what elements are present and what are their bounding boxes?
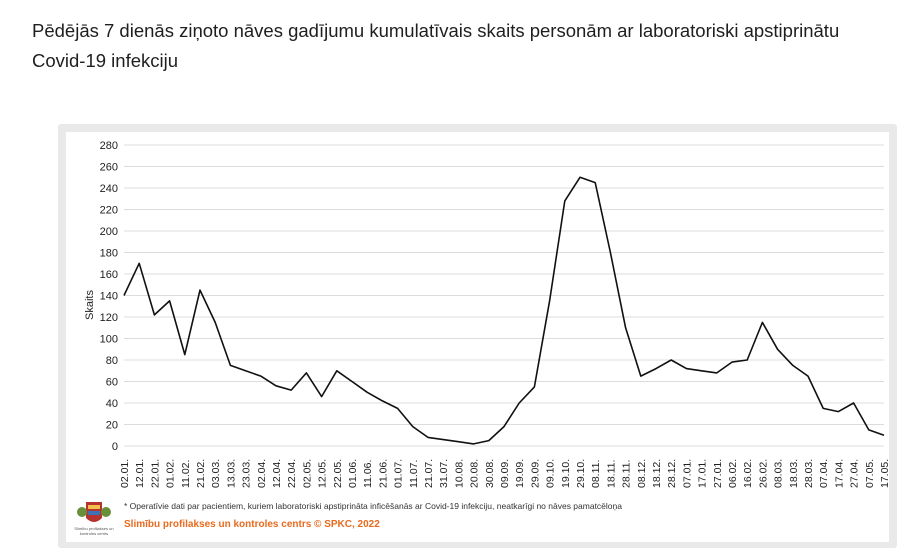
- page-title: Pēdējās 7 dienās ziņoto nāves gadījumu k…: [32, 20, 840, 71]
- y-tick-label: 200: [100, 226, 118, 238]
- x-tick-label: 28.03.: [803, 459, 815, 488]
- y-axis-label: Skaits: [84, 290, 96, 320]
- x-tick-label: 01.07.: [393, 459, 405, 488]
- y-tick-label: 180: [100, 248, 118, 260]
- y-tick-label: 20: [106, 420, 118, 432]
- x-tick-label: 09.09.: [499, 459, 511, 488]
- x-tick-label: 22.01.: [149, 459, 161, 488]
- x-tick-label: 06.02.: [727, 459, 739, 488]
- x-tick-label: 17.04.: [833, 459, 845, 488]
- x-tick-label: 07.01.: [681, 459, 693, 488]
- x-tick-label: 02.01.: [119, 459, 131, 488]
- x-tick-label: 31.07.: [438, 459, 450, 488]
- x-tick-label: 11.07.: [408, 460, 420, 488]
- x-tick-label: 27.04.: [849, 459, 861, 488]
- x-tick-label: 08.03.: [773, 459, 785, 488]
- x-tick-label: 02.05.: [301, 459, 313, 488]
- x-tick-label: 23.03.: [241, 459, 253, 488]
- x-tick-label: 12.05.: [317, 459, 329, 488]
- organization-credit: Slimību profilakses un kontroles centrs …: [124, 519, 380, 530]
- x-tick-label: 07.04.: [818, 459, 830, 488]
- x-tick-label: 01.06.: [347, 459, 359, 488]
- x-tick-label: 02.04.: [256, 459, 268, 488]
- x-tick-label: 08.11.: [590, 460, 602, 488]
- x-tick-label: 28.12.: [666, 459, 678, 488]
- x-tick-label: 29.09.: [529, 459, 541, 488]
- x-tick-labels: 02.01. 12.01. 22.01. 01.02. 11.02. 21.02. 03.0…: [119, 459, 891, 488]
- x-tick-label: 21.07.: [423, 459, 435, 488]
- x-tick-label: 27.01.: [712, 459, 724, 488]
- y-tick-label: 140: [100, 291, 118, 303]
- x-tick-label: 19.10.: [560, 459, 572, 488]
- x-tick-label: 07.05.: [864, 459, 876, 488]
- y-tick-labels: 0 20 40 60 80 100 120 140 160 180 200 220 240 260 280: [100, 140, 118, 453]
- spkc-logo-icon: [77, 502, 111, 522]
- logo-caption: Slimību profilakses un kontroles centrs: [74, 526, 114, 536]
- x-tick-label: 29.10.: [575, 459, 587, 488]
- x-tick-label: 18.03.: [788, 459, 800, 488]
- x-tick-label: 22.05.: [332, 459, 344, 488]
- x-tick-label: 18.11.: [605, 460, 617, 488]
- x-tick-label: 08.12.: [636, 459, 648, 488]
- x-tick-label: 28.11.: [621, 460, 633, 488]
- y-tick-label: 80: [106, 355, 118, 367]
- x-tick-label: 26.02.: [757, 459, 769, 488]
- y-tick-label: 280: [100, 140, 118, 152]
- y-tick-label: 160: [100, 269, 118, 281]
- y-tick-label: 240: [100, 183, 118, 195]
- x-tick-label: 21.02.: [195, 459, 207, 488]
- x-tick-label: 10.08.: [453, 459, 465, 488]
- x-tick-label: 18.12.: [651, 459, 663, 488]
- x-tick-label: 11.06.: [362, 460, 374, 488]
- x-tick-label: 21.06.: [377, 459, 389, 488]
- x-tick-label: 12.04.: [271, 459, 283, 488]
- x-tick-label: 19.09.: [514, 459, 526, 488]
- x-tick-label: 09.10.: [545, 459, 557, 488]
- y-tick-label: 220: [100, 205, 118, 217]
- footnote: * Operatīvie dati par pacientiem, kuriem…: [124, 501, 622, 511]
- x-tick-label: 17.01.: [697, 459, 709, 488]
- x-tick-label: 30.08.: [484, 459, 496, 488]
- x-tick-label: 11.02.: [180, 460, 192, 488]
- chart-panel: [66, 132, 889, 542]
- x-tick-label: 01.02.: [165, 459, 177, 488]
- grid-lines: [124, 144, 884, 447]
- y-tick-label: 0: [112, 441, 118, 453]
- x-tick-label: 17.05.: [879, 459, 891, 488]
- x-tick-label: 13.03.: [225, 459, 237, 488]
- y-tick-label: 260: [100, 162, 118, 174]
- y-tick-label: 40: [106, 398, 118, 410]
- y-tick-label: 60: [106, 377, 118, 389]
- y-tick-label: 120: [100, 312, 118, 324]
- x-tick-label: 03.03.: [210, 459, 222, 488]
- x-tick-label: 12.01.: [134, 459, 146, 488]
- x-tick-label: 22.04.: [286, 459, 298, 488]
- y-tick-label: 100: [100, 334, 118, 346]
- x-tick-label: 16.02.: [742, 459, 754, 488]
- series-line: [123, 176, 885, 445]
- x-tick-label: 20.08.: [469, 459, 481, 488]
